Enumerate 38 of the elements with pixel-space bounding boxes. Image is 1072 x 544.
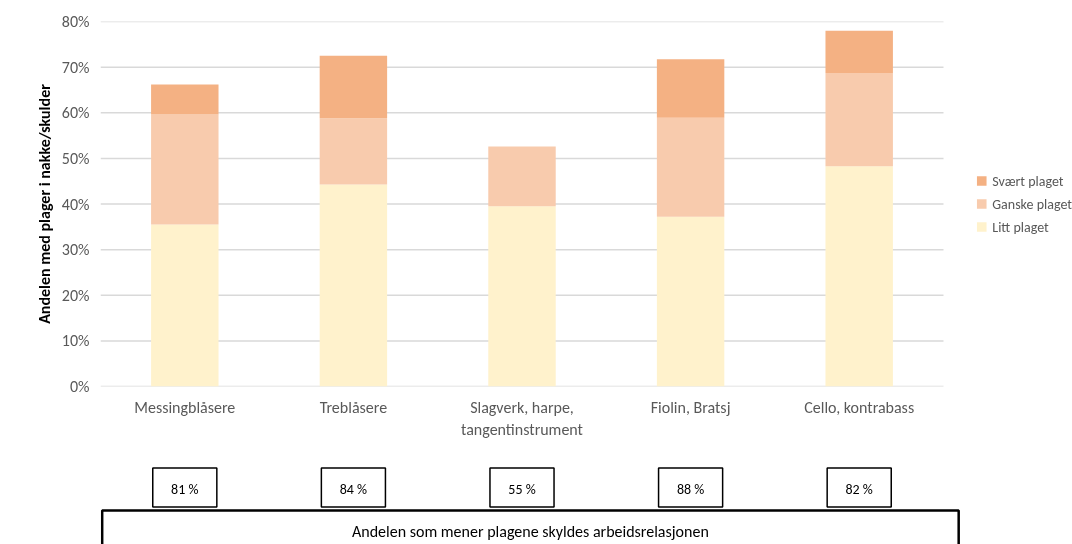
bar	[319, 55, 388, 119]
y-tick-label: 20%	[61, 285, 90, 305]
bar	[151, 224, 219, 387]
legend-label: Litt plaget	[992, 218, 1049, 235]
x-tick-label: Slagverk, harpe, tangentinstrument	[461, 397, 584, 440]
bar	[656, 117, 725, 217]
bar	[488, 146, 556, 207]
bar	[656, 216, 725, 387]
bar	[825, 30, 893, 74]
y-tick-label: 0%	[69, 377, 90, 396]
y-tick-label: 80%	[61, 12, 90, 31]
bar	[656, 59, 725, 118]
legend-label: Svært plaget	[992, 172, 1064, 189]
y-tick-label: 30%	[61, 240, 90, 260]
y-tick-label: 50%	[61, 148, 90, 168]
x-tick-label: Treblåsere	[319, 397, 388, 417]
bar	[151, 114, 219, 225]
bar	[151, 84, 219, 115]
x-tick-label: Cello, kontrabass	[804, 397, 915, 417]
bar	[825, 73, 893, 167]
y-axis-title: Andelen med plager i nakke/skulder	[34, 83, 54, 324]
text: 82 %	[845, 481, 873, 498]
x-tick-label: Messingblåsere	[134, 397, 236, 417]
text: 55 %	[508, 481, 536, 498]
y-tick-label: 40%	[61, 194, 90, 214]
bar	[319, 184, 388, 387]
y-tick-label: 70%	[61, 57, 90, 77]
y-tick-label: 10%	[61, 331, 90, 351]
bar	[825, 166, 893, 387]
legend-label: Ganske plaget	[992, 195, 1072, 212]
text: 84 %	[339, 481, 368, 498]
bar	[319, 118, 388, 185]
y-tick-label: 60%	[61, 103, 90, 123]
text: Andelen som mener plagene skyldes arbeidsrelasjonen	[352, 522, 709, 541]
text: 81 %	[171, 481, 199, 498]
x-tick-label: Fiolin, Bratsj	[650, 397, 731, 417]
text: 88 %	[676, 481, 705, 498]
bar	[488, 206, 556, 387]
